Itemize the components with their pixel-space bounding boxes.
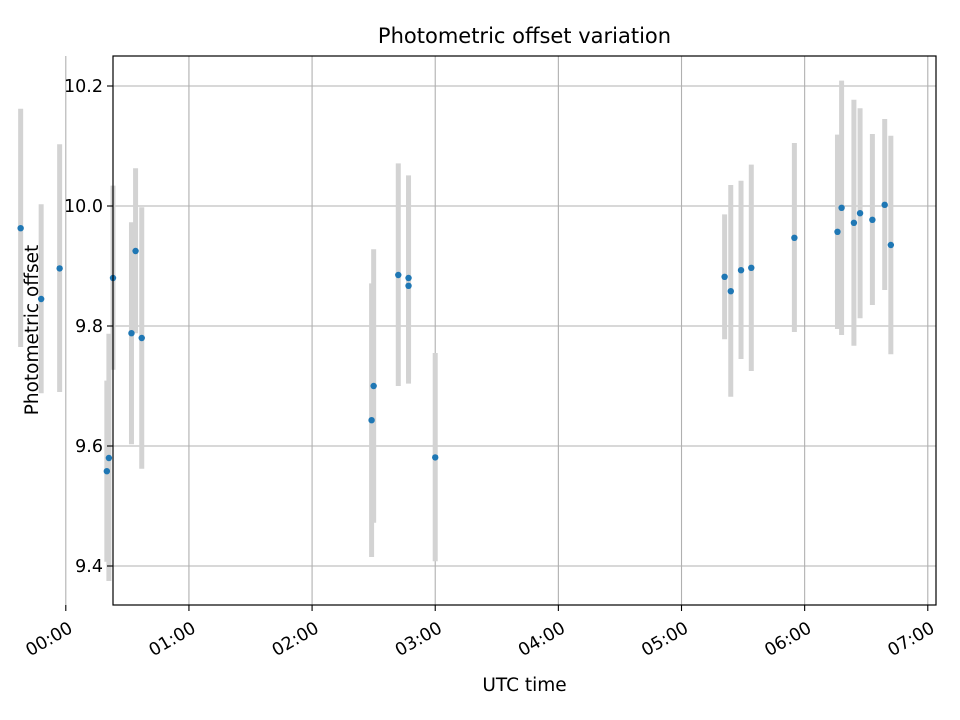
data-point: [834, 228, 841, 235]
y-tick-label: 9.8: [75, 317, 103, 337]
data-point: [869, 216, 876, 223]
y-tick-label: 9.4: [75, 557, 103, 577]
data-point: [737, 267, 745, 274]
x-axis-label: UTC time: [482, 675, 566, 696]
data-point: [850, 219, 858, 226]
data-point: [405, 274, 412, 282]
data-point: [748, 264, 755, 271]
y-axis-ticks: 9.4 9.6 9.8 10.0 10.2: [64, 77, 113, 577]
data-point: [105, 454, 113, 462]
y-tick-label: 10.2: [64, 77, 103, 97]
data-point: [132, 247, 139, 255]
data-point: [727, 288, 734, 295]
data-point: [103, 468, 111, 475]
chart-title: Photometric offset variation: [378, 24, 671, 48]
data-point: [370, 382, 377, 390]
data-point: [17, 225, 24, 232]
plot-area-frame: [112, 55, 937, 606]
data-point: [138, 334, 145, 342]
data-point: [887, 241, 895, 249]
data-point: [395, 271, 402, 279]
data-point: [37, 295, 45, 303]
data-point: [881, 201, 888, 208]
data-point: [128, 330, 135, 337]
y-tick-label: 9.6: [75, 437, 103, 457]
data-points: [17, 201, 895, 475]
y-axis-label: Photometric offset: [22, 245, 43, 416]
y-tick-label: 10.0: [64, 197, 103, 217]
data-point: [838, 204, 845, 211]
data-point: [791, 234, 798, 241]
grid-lines: [65, 56, 936, 605]
data-point: [856, 210, 864, 217]
data-point: [721, 273, 728, 280]
data-point: [368, 417, 375, 424]
data-point: [432, 454, 439, 461]
data-point: [56, 265, 63, 272]
data-point: [405, 282, 412, 289]
